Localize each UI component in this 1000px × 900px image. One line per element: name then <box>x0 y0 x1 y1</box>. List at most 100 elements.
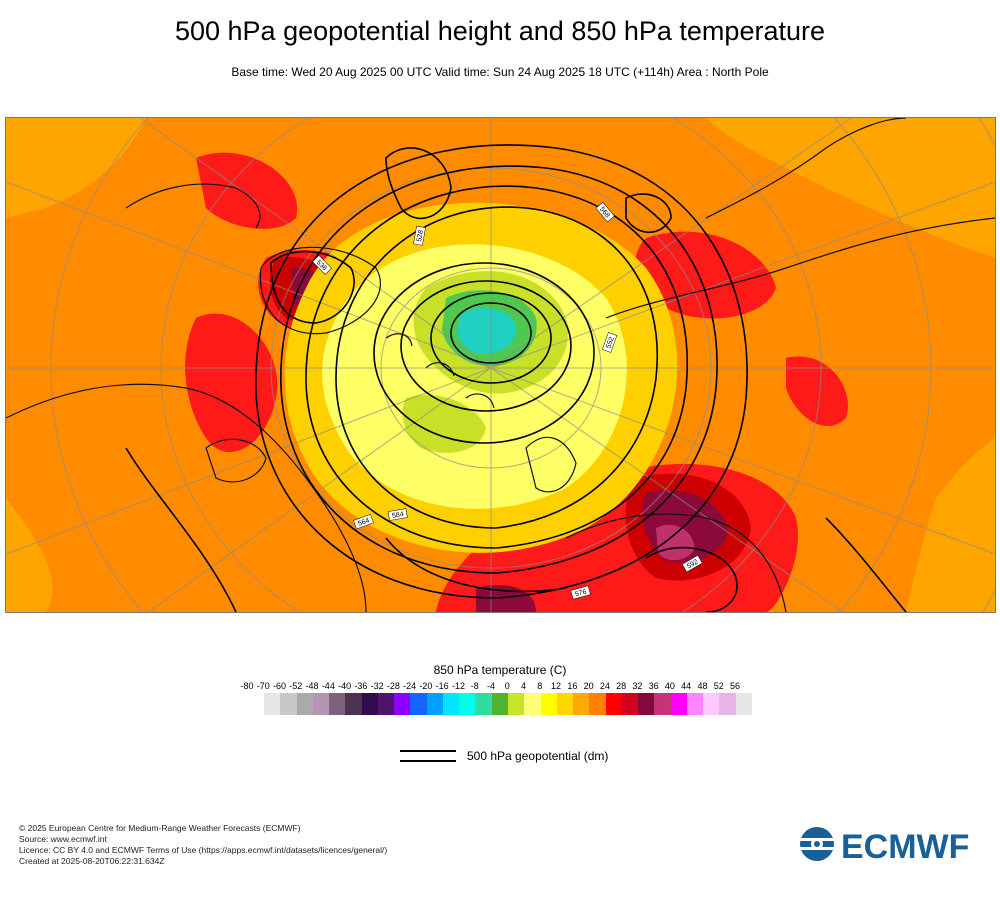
hot-region-northwest <box>196 152 298 229</box>
colorbar-cell <box>475 693 492 715</box>
legend-tick-label: 8 <box>537 681 543 691</box>
legend-tick-label: 36 <box>648 681 659 691</box>
legend-tick-label: -60 <box>273 681 287 691</box>
contour-2 <box>430 292 552 384</box>
temperature-colorbar <box>264 693 752 715</box>
contour-far-east <box>825 517 907 612</box>
contour-far-west <box>125 447 237 612</box>
polar-map: 564 592 528 536 552 584 576 568 <box>5 117 996 613</box>
legend-tick-label: -28 <box>386 681 400 691</box>
ecmwf-logo-wordmark: ECMWF <box>841 828 969 866</box>
coastline-north-america <box>6 383 367 612</box>
contour-label-5: 552 <box>601 332 618 353</box>
geopotential-legend-label: 500 hPa geopotential (dm) <box>467 749 609 763</box>
contour-label-7: 576 <box>570 585 591 600</box>
meridian-10 <box>490 181 995 369</box>
colorbar-cell <box>524 693 541 715</box>
legend-title: 850 hPa temperature (C) <box>433 663 567 677</box>
coastline-greenland <box>259 246 381 335</box>
legend-tick-label: 4 <box>521 681 527 691</box>
colorbar-cell <box>638 693 655 715</box>
colorbar-cell <box>410 693 427 715</box>
legend-tick-label: -70 <box>256 681 270 691</box>
colorbar-cell <box>654 693 671 715</box>
coastline-asia-east <box>705 118 907 219</box>
legend-tick-label: 0 <box>504 681 510 691</box>
legend-tick-label: -8 <box>470 681 479 691</box>
legend-tick-label: -44 <box>321 681 335 691</box>
coastline-siberia <box>605 217 995 319</box>
footer-source: Source: www.ecmwf.int <box>19 834 107 844</box>
contour-labels: 564 592 528 536 552 584 576 568 <box>312 201 703 600</box>
contour-label-6: 584 <box>387 508 408 521</box>
legend-tick-label: 16 <box>567 681 578 691</box>
footer-credits: © 2025 European Centre for Medium-Range … <box>19 823 387 867</box>
coastline-scandinavia <box>525 436 577 493</box>
coastlines <box>6 118 995 612</box>
warm-region-northwest <box>6 118 146 218</box>
geopotential-legend-line-top <box>400 750 456 752</box>
colorbar-cell <box>507 693 525 715</box>
legend-tick-label: -80 <box>240 681 254 691</box>
colorbar-cell <box>540 693 557 715</box>
footer-licence: Licence: CC BY 4.0 and ECMWF Terms of Us… <box>19 845 388 855</box>
coldest-region-core <box>457 307 517 354</box>
colorbar-cell <box>361 693 378 715</box>
contour-label-1: 564 <box>353 513 374 530</box>
contour-ridge-east <box>625 193 672 233</box>
contour-label-2: 592 <box>681 554 703 573</box>
contour-ridge-west <box>385 147 452 220</box>
meridian-6 <box>490 118 853 369</box>
colorbar-cell <box>735 693 752 715</box>
footer-created: Created at 2025-08-20T06:22:31.634Z <box>19 856 165 866</box>
footer-copyright: © 2025 European Centre for Medium-Range … <box>19 823 301 833</box>
colorbar-cell <box>280 693 297 715</box>
extreme-magenta-asia <box>656 524 695 561</box>
legend-tick-label: -4 <box>486 681 495 691</box>
ecmwf-logo-graphic: ECMWF <box>797 827 969 866</box>
contour-south-bend <box>385 537 567 593</box>
colorbar-cell <box>442 693 460 715</box>
graticule <box>6 118 995 612</box>
contour-4 <box>373 262 595 444</box>
legend-tick-label: 48 <box>697 681 708 691</box>
contour-label-3: 528 <box>413 225 426 246</box>
contour-7 <box>280 165 718 574</box>
colorbar-cell <box>670 693 687 715</box>
legend-tick-label: -16 <box>435 681 449 691</box>
meridian-12 <box>490 367 995 555</box>
colorbar-cell <box>345 693 362 715</box>
legend-tick-label: -52 <box>289 681 303 691</box>
warm-region-east <box>906 438 995 612</box>
colorbar-cell <box>573 693 590 715</box>
legend-tick-label: 24 <box>599 681 610 691</box>
legend-tick-label: 32 <box>632 681 643 691</box>
contour-3 <box>400 280 572 412</box>
colorbar-cell <box>329 693 346 715</box>
legend-ticks: -80 -70 -60 -52 -48 -44 -40 -36 -32 -28 -24 -20 -16-… <box>0 681 1000 693</box>
hot-region-west <box>185 313 278 453</box>
legend-tick-label: 28 <box>616 681 627 691</box>
legend-tick-label: -36 <box>354 681 368 691</box>
colorbar-cell <box>703 693 720 715</box>
colorbar-cell <box>491 693 508 715</box>
contour-label-text: 564 <box>357 517 370 528</box>
contour-label-text: 592 <box>686 559 700 571</box>
chart-subtitle: Base time: Wed 20 Aug 2025 00 UTC Valid … <box>231 65 769 79</box>
colorbar-cell <box>686 693 704 715</box>
meridian-5 <box>139 118 492 369</box>
legend-tick-label: 40 <box>664 681 675 691</box>
geopotential-contours <box>125 144 907 612</box>
hot-region-east <box>786 356 848 427</box>
colorbar-cell <box>621 693 639 715</box>
contour-label-text: 528 <box>416 229 425 242</box>
map-canvas: 564 592 528 536 552 584 576 568 <box>6 118 995 612</box>
colorbar-cell <box>377 693 395 715</box>
legend-tick-label: -40 <box>338 681 352 691</box>
legend-tick-label: -48 <box>305 681 319 691</box>
colorbar-cell <box>296 693 313 715</box>
legend-tick-label: -20 <box>419 681 433 691</box>
meridian-7 <box>147 367 492 612</box>
colorbar-cell <box>312 693 330 715</box>
contour-1 <box>450 302 532 364</box>
